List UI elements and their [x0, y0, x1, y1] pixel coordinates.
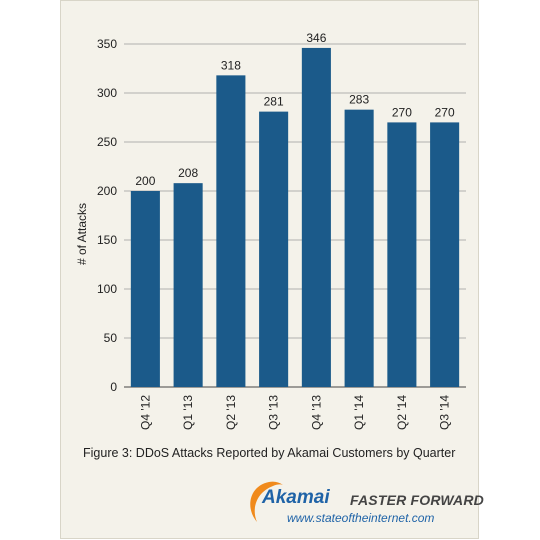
x-tick-label: Q1 '14 [352, 395, 366, 430]
tagline: FASTER FORWARD [350, 492, 484, 508]
x-tick-label: Q2 '14 [395, 395, 409, 430]
bar [173, 183, 203, 387]
x-tick-label: Q4 '13 [309, 395, 323, 430]
x-tick-label: Q2 '13 [224, 395, 238, 430]
data-label: 281 [264, 95, 284, 109]
y-axis-ticks: 0 50 100 150 200 250 300 350 [97, 37, 117, 394]
y-tick-label: 0 [110, 380, 117, 394]
y-tick-label: 50 [104, 331, 118, 345]
akamai-swoosh-icon [250, 481, 283, 522]
website-url: www.stateoftheinternet.com [287, 511, 435, 525]
x-tick-label: Q4 '12 [138, 395, 152, 430]
data-labels: 200 208 318 281 346 283 270 270 [135, 31, 455, 188]
y-tick-label: 350 [97, 37, 117, 51]
data-label: 318 [221, 58, 241, 72]
y-axis-label: # of Attacks [75, 203, 89, 265]
bar [344, 109, 374, 387]
data-label: 200 [135, 174, 155, 188]
data-label: 283 [349, 93, 369, 107]
bar [130, 191, 160, 387]
y-tick-label: 100 [97, 282, 117, 296]
bars [130, 47, 460, 388]
y-tick-label: 250 [97, 135, 117, 149]
bar [387, 122, 417, 388]
figure-caption: Figure 3: DDoS Attacks Reported by Akama… [83, 446, 456, 460]
bar [301, 47, 331, 388]
bar [430, 122, 460, 388]
bar [259, 111, 289, 388]
akamai-wordmark: Akamai [262, 487, 330, 508]
x-tick-label: Q3 '13 [267, 395, 281, 430]
y-tick-label: 300 [97, 86, 117, 100]
x-tick-label: Q3 '14 [438, 395, 452, 430]
bar [216, 75, 246, 388]
data-label: 346 [306, 31, 326, 45]
x-axis-ticks: Q4 '12 Q1 '13 Q2 '13 Q3 '13 Q4 '13 Q1 '14 Q2 '… [138, 395, 451, 430]
data-label: 270 [392, 105, 412, 119]
y-tick-label: 200 [97, 184, 117, 198]
x-tick-label: Q1 '13 [181, 395, 195, 430]
data-label: 270 [435, 105, 455, 119]
y-tick-label: 150 [97, 233, 117, 247]
akamai-logo [250, 481, 283, 522]
data-label: 208 [178, 166, 198, 180]
